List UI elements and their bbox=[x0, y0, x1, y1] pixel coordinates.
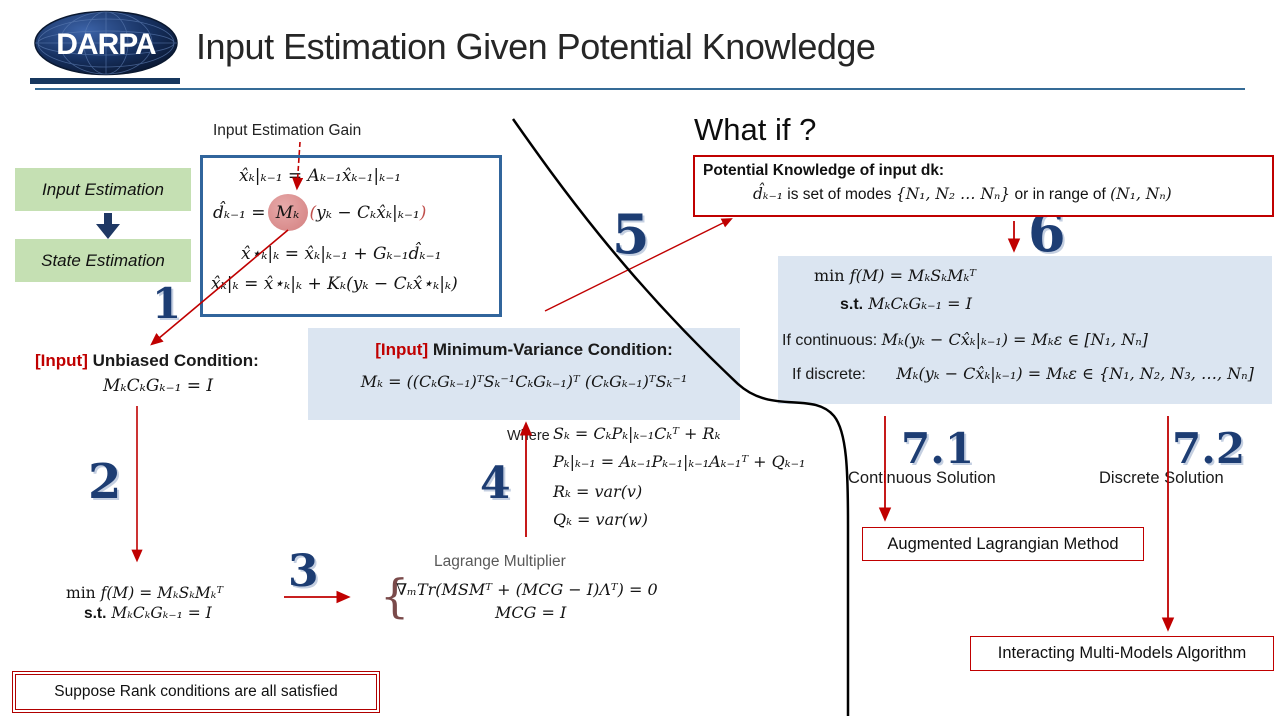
step-number-4: 4 bbox=[480, 458, 511, 509]
potential-body-math3: (N₁, Nₙ) bbox=[1110, 185, 1172, 203]
estimator-eq2-body: yₖ − Cₖx̂ₖ|ₖ₋₁ bbox=[316, 202, 420, 223]
step-number-2: 2 bbox=[88, 454, 122, 510]
estimator-equations-box: x̂ₖ|ₖ₋₁ = Aₖ₋₁x̂ₖ₋₁|ₖ₋₁ d̂ₖ₋₁ = Mₖ ( yₖ … bbox=[200, 155, 502, 317]
estimator-eq1: x̂ₖ|ₖ₋₁ = Aₖ₋₁x̂ₖ₋₁|ₖ₋₁ bbox=[239, 166, 402, 186]
gain-callout-label: Input Estimation Gain bbox=[213, 122, 362, 139]
estimator-eq4: x̂ₖ|ₖ = x̂⋆ₖ|ₖ + Kₖ(yₖ − Cₖx̂⋆ₖ|ₖ) bbox=[211, 274, 458, 294]
potential-body-text2: or in range of bbox=[1010, 186, 1111, 203]
estimator-eq3: x̂⋆ₖ|ₖ = x̂ₖ|ₖ₋₁ + Gₖ₋₁d̂ₖ₋₁ bbox=[241, 244, 442, 264]
potential-knowledge-title: Potential Knowledge of input dk: bbox=[703, 162, 945, 179]
minvar-input-tag: [Input] bbox=[375, 340, 429, 359]
potential-body-text1: is set of modes bbox=[782, 186, 896, 203]
minvar-equation: Mₖ = ((CₖGₖ₋₁)ᵀSₖ⁻¹CₖGₖ₋₁)ᵀ (CₖGₖ₋₁)ᵀSₖ⁻… bbox=[360, 372, 688, 391]
potential-knowledge-body: d̂ₖ₋₁ is set of modes {N₁, N₂ … Nₙ} or i… bbox=[753, 185, 1172, 204]
estimator-eq2-close-paren: ) bbox=[419, 202, 427, 223]
continuous-solution-label: Continuous Solution bbox=[848, 469, 996, 487]
where-eq-rk: Rₖ = var(v) bbox=[553, 482, 643, 501]
estimator-eq2-open-paren: ( bbox=[309, 202, 317, 223]
darpa-logo: DARPA bbox=[34, 10, 178, 76]
objective-st-label: s.t. bbox=[84, 605, 107, 622]
flow-down-arrow bbox=[96, 213, 120, 239]
unbiased-input-tag: [Input] bbox=[35, 351, 88, 370]
logo-underline bbox=[30, 78, 180, 84]
constrained-st-eq: MₖCₖGₖ₋₁ = I bbox=[868, 294, 972, 313]
constrained-st-label: s.t. bbox=[840, 296, 864, 313]
unbiased-condition-title: [Input] Unbiased Condition: bbox=[35, 351, 259, 371]
discrete-case-eq: Mₖ(yₖ − Cx̂ₖ|ₖ₋₁) = Mₖε ∈ {N₁, N₂, N₃, …… bbox=[896, 364, 1254, 383]
unbiased-title-text: Unbiased Condition: bbox=[87, 351, 259, 370]
gain-highlight-circle: Mₖ bbox=[267, 194, 308, 231]
objective-min-label: min bbox=[66, 584, 101, 602]
continuous-case-eq: Mₖ(yₖ − Cx̂ₖ|ₖ₋₁) = Mₖε ∈ [N₁, Nₙ] bbox=[881, 330, 1148, 349]
constrained-min-eq: f(M) = MₖSₖMₖᵀ bbox=[849, 266, 977, 285]
flow-box-state-estimation: State Estimation bbox=[15, 239, 191, 282]
constrained-min-line: min f(M) = MₖSₖMₖᵀ bbox=[814, 266, 976, 285]
darpa-logo-text: DARPA bbox=[56, 28, 156, 61]
header-divider bbox=[35, 88, 1245, 90]
augmented-lagrangian-label: Augmented Lagrangian Method bbox=[887, 534, 1119, 553]
step-number-1: 1 bbox=[152, 279, 182, 328]
where-eq-sk: Sₖ = CₖPₖ|ₖ₋₁Cₖᵀ + Rₖ bbox=[553, 424, 721, 443]
continuous-case-label: If continuous: bbox=[782, 332, 878, 349]
constrained-st-line: s.t. MₖCₖGₖ₋₁ = I bbox=[840, 294, 972, 314]
potential-knowledge-box: Potential Knowledge of input dk: d̂ₖ₋₁ i… bbox=[693, 155, 1274, 217]
where-eq-qk: Qₖ = var(w) bbox=[553, 510, 648, 529]
flow-box-input-estimation: Input Estimation bbox=[15, 168, 191, 211]
slide-title: Input Estimation Given Potential Knowled… bbox=[196, 26, 876, 67]
estimator-eq2-gain: Mₖ bbox=[275, 202, 300, 223]
potential-body-math1: d̂ₖ₋₁ bbox=[753, 185, 783, 203]
constrained-min-label: min bbox=[814, 266, 850, 285]
rank-conditions-box: Suppose Rank conditions are all satisfie… bbox=[12, 671, 380, 713]
objective-min-line: min f(M) = MₖSₖMₖᵀ bbox=[66, 584, 223, 602]
objective-min-eq: f(M) = MₖSₖMₖᵀ bbox=[100, 584, 223, 602]
rank-conditions-text: Suppose Rank conditions are all satisfie… bbox=[54, 683, 338, 700]
unbiased-equation: MₖCₖGₖ₋₁ = I bbox=[103, 376, 214, 396]
minvar-title: [Input] Minimum-Variance Condition: bbox=[308, 340, 740, 360]
where-eq-pk: Pₖ|ₖ₋₁ = Aₖ₋₁Pₖ₋₁|ₖ₋₁Aₖ₋₁ᵀ + Qₖ₋₁ bbox=[553, 452, 806, 471]
estimator-eq2-lhs: d̂ₖ₋₁ = bbox=[213, 202, 266, 223]
discrete-solution-label: Discrete Solution bbox=[1099, 469, 1224, 487]
interacting-multimodels-box: Interacting Multi-Models Algorithm bbox=[970, 636, 1274, 671]
lagrange-brace: { bbox=[380, 569, 410, 623]
step-number-3: 3 bbox=[288, 546, 319, 597]
lagrange-eq1: ∇ₘTr(MSMᵀ + (MCG − I)Λᵀ) = 0 bbox=[396, 580, 658, 599]
constrained-discrete-line: If discrete: Mₖ(yₖ − Cx̂ₖ|ₖ₋₁) = Mₖε ∈ {… bbox=[792, 364, 1254, 384]
interacting-multimodels-label: Interacting Multi-Models Algorithm bbox=[997, 644, 1247, 662]
flow-box-input-estimation-label: Input Estimation bbox=[42, 179, 164, 199]
minvar-title-text: Minimum-Variance Condition: bbox=[428, 340, 673, 359]
lagrange-eq2: MCG = I bbox=[495, 603, 567, 622]
constrained-panel: min f(M) = MₖSₖMₖᵀ s.t. MₖCₖGₖ₋₁ = I If … bbox=[778, 256, 1272, 404]
estimator-eq2: d̂ₖ₋₁ = Mₖ ( yₖ − Cₖx̂ₖ|ₖ₋₁ ) bbox=[213, 194, 426, 231]
step-number-7-2: 7.2 bbox=[1172, 424, 1246, 473]
step-number-7-1: 7.1 bbox=[901, 424, 975, 473]
minvar-panel: [Input] Minimum-Variance Condition: Mₖ =… bbox=[308, 328, 740, 420]
objective-st-line: s.t. MₖCₖGₖ₋₁ = I bbox=[84, 604, 212, 623]
objective-st-eq: MₖCₖGₖ₋₁ = I bbox=[111, 604, 212, 622]
augmented-lagrangian-box: Augmented Lagrangian Method bbox=[862, 527, 1144, 561]
discrete-case-label: If discrete: bbox=[792, 366, 866, 383]
lagrange-label: Lagrange Multiplier bbox=[434, 553, 566, 570]
what-if-heading: What if ? bbox=[694, 112, 817, 147]
potential-body-math2: {N₁, N₂ … Nₙ} bbox=[895, 185, 1011, 203]
where-label: Where bbox=[507, 428, 550, 444]
step-number-5: 5 bbox=[612, 202, 650, 266]
flow-box-state-estimation-label: State Estimation bbox=[41, 250, 165, 270]
constrained-continuous-line: If continuous: Mₖ(yₖ − Cx̂ₖ|ₖ₋₁) = Mₖε ∈… bbox=[782, 330, 1148, 350]
